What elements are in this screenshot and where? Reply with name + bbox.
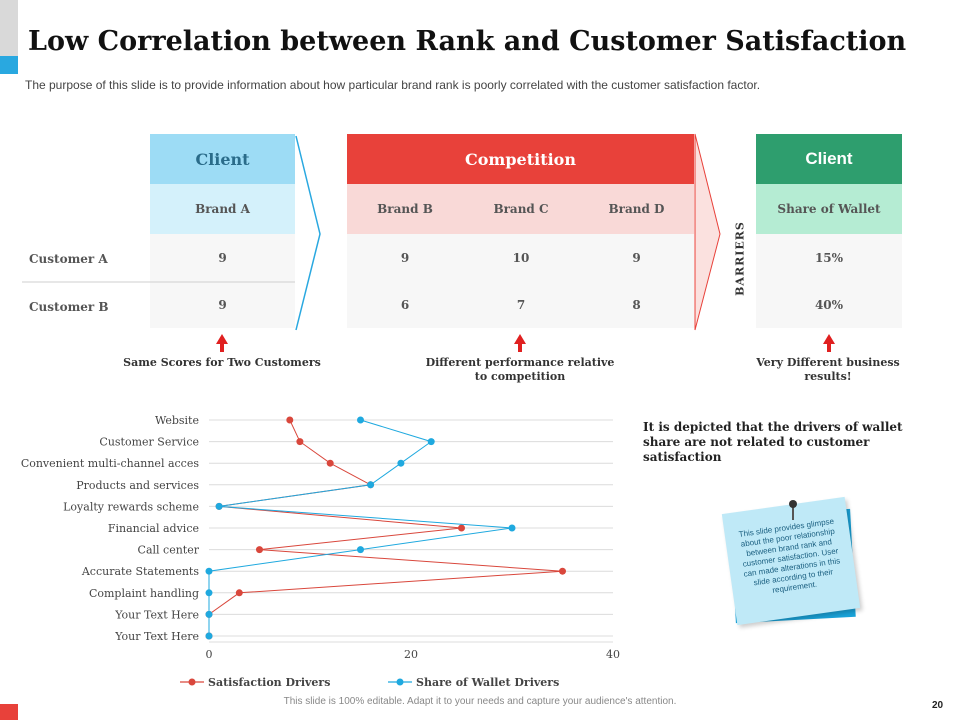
x-tick-label: 40 <box>606 648 620 661</box>
series-1-point <box>326 459 334 467</box>
share-customer-b: 40% <box>756 282 902 328</box>
page-number: 20 <box>932 700 944 711</box>
page-subtitle: The purpose of this slide is to provide … <box>25 78 761 92</box>
brand-b-customer-b: 6 <box>347 282 463 328</box>
up-arrow-icon-3 <box>823 334 835 352</box>
brand-b-customer-a: 9 <box>347 234 463 282</box>
pin-stem <box>792 506 794 520</box>
category-label: Loyalty rewards scheme <box>63 500 199 513</box>
note-different-performance: Different performance relative to compet… <box>425 356 615 383</box>
brand-a-header: Brand A <box>150 184 295 234</box>
legend-label-1: Satisfaction Drivers <box>208 676 330 689</box>
client-arrow <box>295 135 321 331</box>
brand-c-customer-a: 10 <box>463 234 579 282</box>
series-1-point <box>296 438 304 446</box>
x-tick-label: 20 <box>404 648 418 661</box>
series-1-point <box>256 546 263 554</box>
row-label-customer-a: Customer A <box>29 252 108 266</box>
series-2-point <box>367 481 375 489</box>
series-2-point <box>508 524 516 532</box>
insight-text: It is depicted that the drivers of walle… <box>643 420 903 464</box>
series-2-point <box>357 416 364 424</box>
series-2-point <box>205 589 213 597</box>
brand-d-customer-a: 9 <box>579 234 694 282</box>
category-label: Customer Service <box>99 436 199 449</box>
note-same-scores: Same Scores for Two Customers <box>123 356 321 369</box>
brand-d-customer-b: 8 <box>579 282 694 328</box>
series-1-point <box>458 524 465 532</box>
category-label: Your Text Here <box>114 608 199 621</box>
client-header: Client <box>150 134 295 184</box>
up-arrow-icon-2 <box>514 334 526 352</box>
up-arrow-icon-1 <box>216 334 228 352</box>
client2-header: Client <box>756 134 902 184</box>
share-of-wallet-header: Share of Wallet <box>756 184 902 234</box>
category-label: Accurate Statements <box>81 565 199 578</box>
brand-a-customer-b: 9 <box>150 282 295 328</box>
brand-a-customer-a: 9 <box>150 234 295 282</box>
category-label: Products and services <box>76 479 199 492</box>
category-label: Convenient multi-channel acces <box>21 457 200 470</box>
brand-d-header: Brand D <box>579 184 694 234</box>
series-1-point <box>286 416 294 424</box>
legend-marker-2 <box>396 678 404 686</box>
left-accent-bar <box>0 0 18 56</box>
series-2-point <box>205 632 213 640</box>
competition-arrow <box>694 133 721 331</box>
sticky-note: This slide provides glimpse about the po… <box>721 496 861 626</box>
series-2-point <box>205 610 213 618</box>
category-label: Complaint handling <box>89 587 199 600</box>
brand-c-header: Brand C <box>463 184 579 234</box>
series-2-point <box>215 502 223 510</box>
category-label: Website <box>155 414 199 427</box>
x-tick-label: 0 <box>206 648 213 661</box>
legend-marker-1 <box>188 678 196 686</box>
sticky-note-text: This slide provides glimpse about the po… <box>738 516 841 595</box>
pin-icon <box>789 500 797 508</box>
page-title: Low Correlation between Rank and Custome… <box>28 26 907 57</box>
note-different-results: Very Different business results! <box>756 356 900 383</box>
category-label: Your Text Here <box>114 630 199 643</box>
series-2-point <box>357 546 364 554</box>
drivers-line-chart: Website Customer Service Convenient multi-… <box>21 414 620 689</box>
series-2-point <box>205 567 213 575</box>
left-accent-pattern <box>0 56 18 74</box>
series-2-point <box>397 459 405 467</box>
category-label: Call center <box>138 544 200 557</box>
brand-b-header: Brand B <box>347 184 463 234</box>
brand-c-customer-b: 7 <box>463 282 579 328</box>
bottom-accent-pattern <box>0 704 18 720</box>
series-2-point <box>427 438 435 446</box>
barriers-label: BARRIERS <box>733 221 747 296</box>
series-1-point <box>235 589 243 597</box>
category-label: Financial advice <box>108 522 199 535</box>
legend-label-2: Share of Wallet Drivers <box>416 676 559 689</box>
footer-text: This slide is 100% editable. Adapt it to… <box>283 696 677 707</box>
series-1-point <box>559 567 566 575</box>
share-customer-a: 15% <box>756 234 902 282</box>
row-label-customer-b: Customer B <box>29 300 109 314</box>
competition-header: Competition <box>347 134 694 184</box>
